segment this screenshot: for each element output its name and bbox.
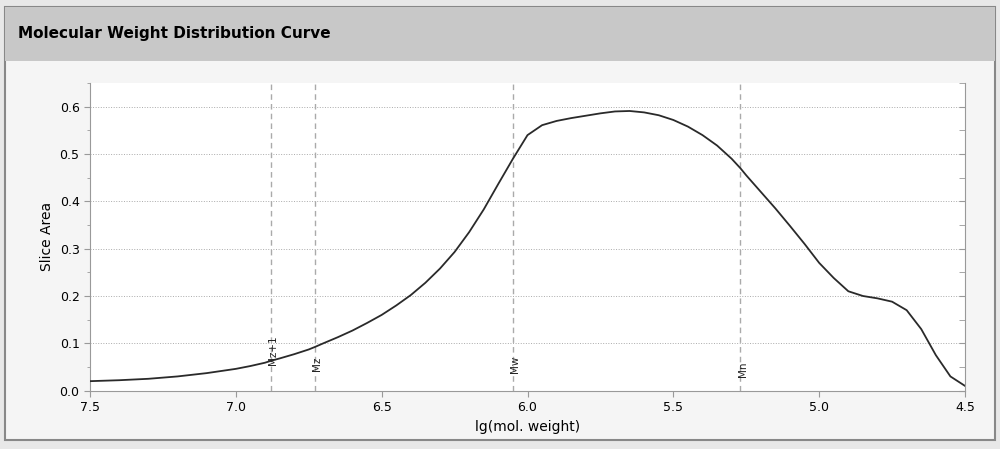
Y-axis label: Slice Area: Slice Area bbox=[40, 202, 54, 271]
Text: Mw: Mw bbox=[510, 355, 520, 373]
Text: Mz: Mz bbox=[312, 357, 322, 371]
X-axis label: lg(mol. weight): lg(mol. weight) bbox=[475, 420, 580, 434]
Text: Mz+1: Mz+1 bbox=[268, 335, 278, 365]
Bar bbox=[5, 7, 995, 61]
Text: Mn: Mn bbox=[738, 362, 748, 377]
Text: Molecular Weight Distribution Curve: Molecular Weight Distribution Curve bbox=[18, 26, 331, 41]
